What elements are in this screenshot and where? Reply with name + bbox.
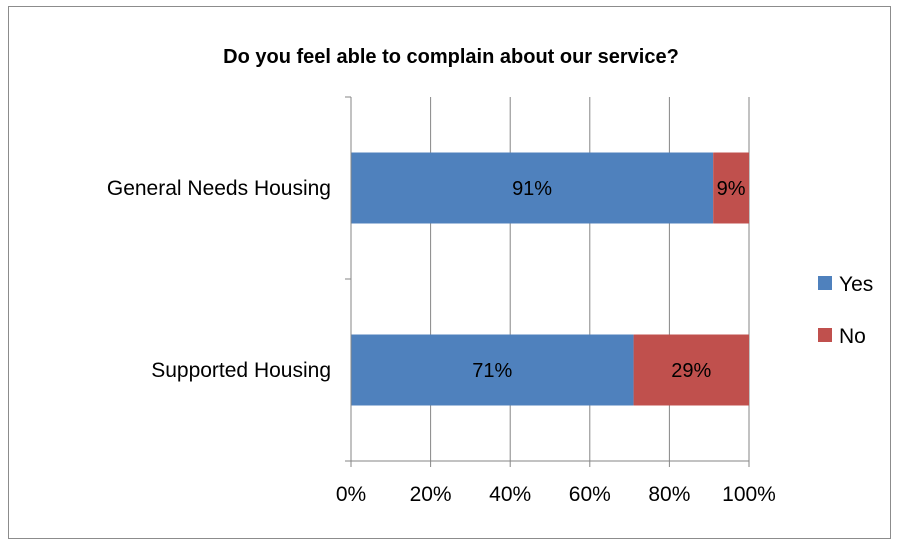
category-label: General Needs Housing [107,177,331,200]
axes: 0% 20% 40% 60% 80% 100% [336,96,776,506]
data-label: 71% [472,360,512,382]
x-tick-label: 40% [489,483,531,506]
stacked-bar-chart: Do you feel able to complain about our s… [107,46,873,506]
x-tick-label: 0% [336,483,366,506]
x-tick-label: 60% [569,483,611,506]
bar-no-2 [633,334,749,406]
legend-swatch-no [818,328,832,342]
legend-label-yes: Yes [839,273,873,296]
labels: 91% 9% General Needs Housing 71% 29% Supporte… [107,177,746,382]
data-label: 91% [512,178,552,200]
bar-yes-1 [351,152,714,224]
bars [351,152,749,406]
bar-no-1 [713,152,749,224]
data-label: 9% [717,178,746,200]
x-tick-label: 100% [722,483,776,506]
grid-lines [430,97,750,461]
legend-label-no: No [839,325,866,348]
chart-title: Do you feel able to complain about our s… [223,46,679,68]
category-label: Supported Housing [151,359,331,382]
x-tick-label: 80% [648,483,690,506]
legend: Yes No [818,273,873,348]
legend-swatch-yes [818,276,832,290]
x-tick-label: 20% [410,483,452,506]
bar-yes-2 [351,334,634,406]
data-label: 29% [671,360,711,382]
chart-frame: Do you feel able to complain about our s… [8,6,891,539]
